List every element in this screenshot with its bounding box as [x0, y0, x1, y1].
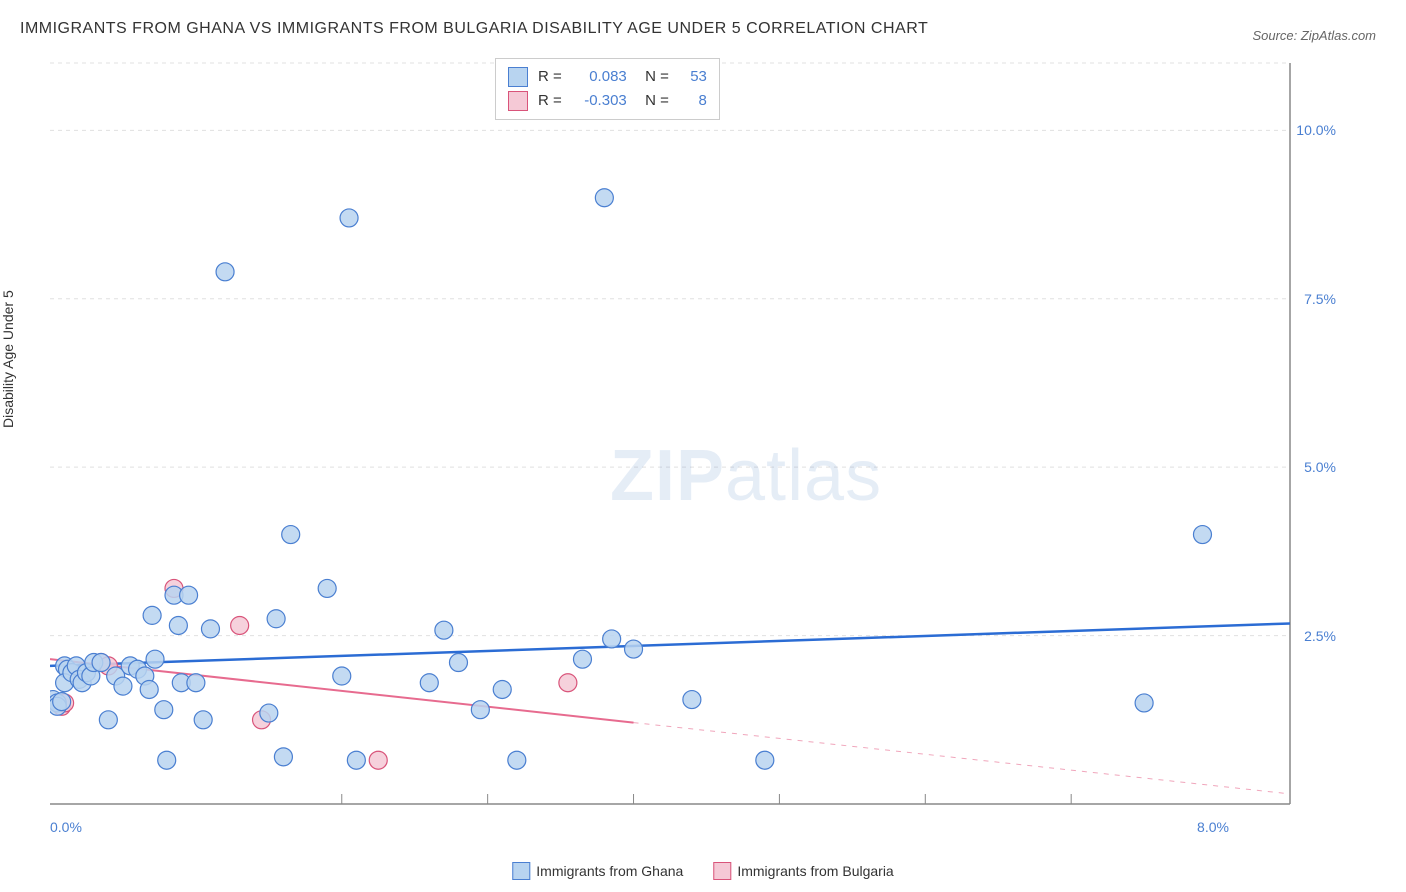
chart-title: IMMIGRANTS FROM GHANA VS IMMIGRANTS FROM…	[20, 20, 928, 38]
source-attribution: Source: ZipAtlas.com	[1252, 28, 1376, 43]
y-axis-label: Disability Age Under 5	[0, 290, 16, 428]
stats-row: R = 0.083 N = 53	[508, 65, 707, 89]
y-tick-label: 2.5%	[1304, 628, 1336, 644]
stats-r-value: -0.303	[572, 89, 627, 113]
stats-r-value: 0.083	[572, 65, 627, 89]
y-tick-label: 10.0%	[1296, 122, 1336, 138]
legend-item: Immigrants from Ghana	[512, 862, 683, 880]
stats-n-value: 8	[679, 89, 707, 113]
legend-item: Immigrants from Bulgaria	[713, 862, 893, 880]
stats-r-label: R =	[538, 65, 562, 89]
scatter-chart	[50, 55, 1346, 840]
legend-label: Immigrants from Ghana	[536, 863, 683, 879]
stats-n-label: N =	[637, 89, 669, 113]
y-tick-label: 7.5%	[1304, 291, 1336, 307]
stats-r-label: R =	[538, 89, 562, 113]
chart-area: ZIPatlas 2.5%5.0%7.5%10.0%0.0%8.0%	[50, 55, 1346, 840]
stats-legend-box: R = 0.083 N = 53 R = -0.303 N = 8	[495, 58, 720, 120]
legend-swatch	[512, 862, 530, 880]
y-tick-label: 5.0%	[1304, 459, 1336, 475]
x-tick-label: 0.0%	[50, 819, 82, 835]
x-tick-label: 8.0%	[1197, 819, 1229, 835]
stats-row: R = -0.303 N = 8	[508, 89, 707, 113]
stats-n-label: N =	[637, 65, 669, 89]
stats-swatch	[508, 91, 528, 111]
stats-n-value: 53	[679, 65, 707, 89]
legend-swatch	[713, 862, 731, 880]
stats-swatch	[508, 67, 528, 87]
legend-bottom: Immigrants from Ghana Immigrants from Bul…	[512, 862, 893, 880]
legend-label: Immigrants from Bulgaria	[737, 863, 893, 879]
